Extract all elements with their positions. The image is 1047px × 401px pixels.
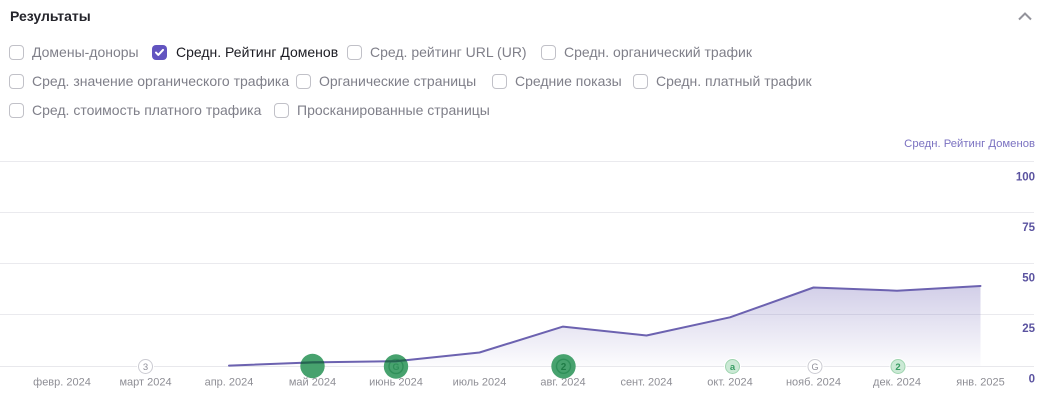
svg-text:февр. 2024: февр. 2024 — [33, 377, 91, 389]
svg-text:сент. 2024: сент. 2024 — [620, 377, 672, 389]
svg-text:25: 25 — [1022, 323, 1035, 335]
svg-text:3: 3 — [143, 362, 148, 373]
svg-text:май 2024: май 2024 — [289, 377, 336, 389]
svg-text:март 2024: март 2024 — [119, 377, 171, 389]
svg-text:Средн. Рейтинг Доменов: Средн. Рейтинг Доменов — [904, 138, 1035, 150]
svg-text:нояб. 2024: нояб. 2024 — [786, 377, 841, 389]
svg-text:янв. 2025: янв. 2025 — [956, 377, 1004, 389]
svg-text:G: G — [811, 362, 818, 372]
svg-text:июль 2024: июль 2024 — [453, 377, 507, 389]
svg-text:a: a — [730, 362, 736, 373]
svg-text:2: 2 — [561, 362, 567, 373]
svg-text:2: 2 — [895, 362, 900, 373]
svg-text:G: G — [392, 362, 399, 372]
svg-text:100: 100 — [1016, 171, 1035, 183]
svg-text:июнь 2024: июнь 2024 — [369, 377, 423, 389]
svg-text:окт. 2024: окт. 2024 — [707, 377, 752, 389]
svg-text:авг. 2024: авг. 2024 — [540, 377, 585, 389]
svg-text:75: 75 — [1022, 222, 1035, 234]
svg-text:0: 0 — [1029, 374, 1035, 386]
svg-text:апр. 2024: апр. 2024 — [205, 377, 254, 389]
svg-text:дек. 2024: дек. 2024 — [873, 377, 921, 389]
svg-text:50: 50 — [1022, 273, 1035, 285]
